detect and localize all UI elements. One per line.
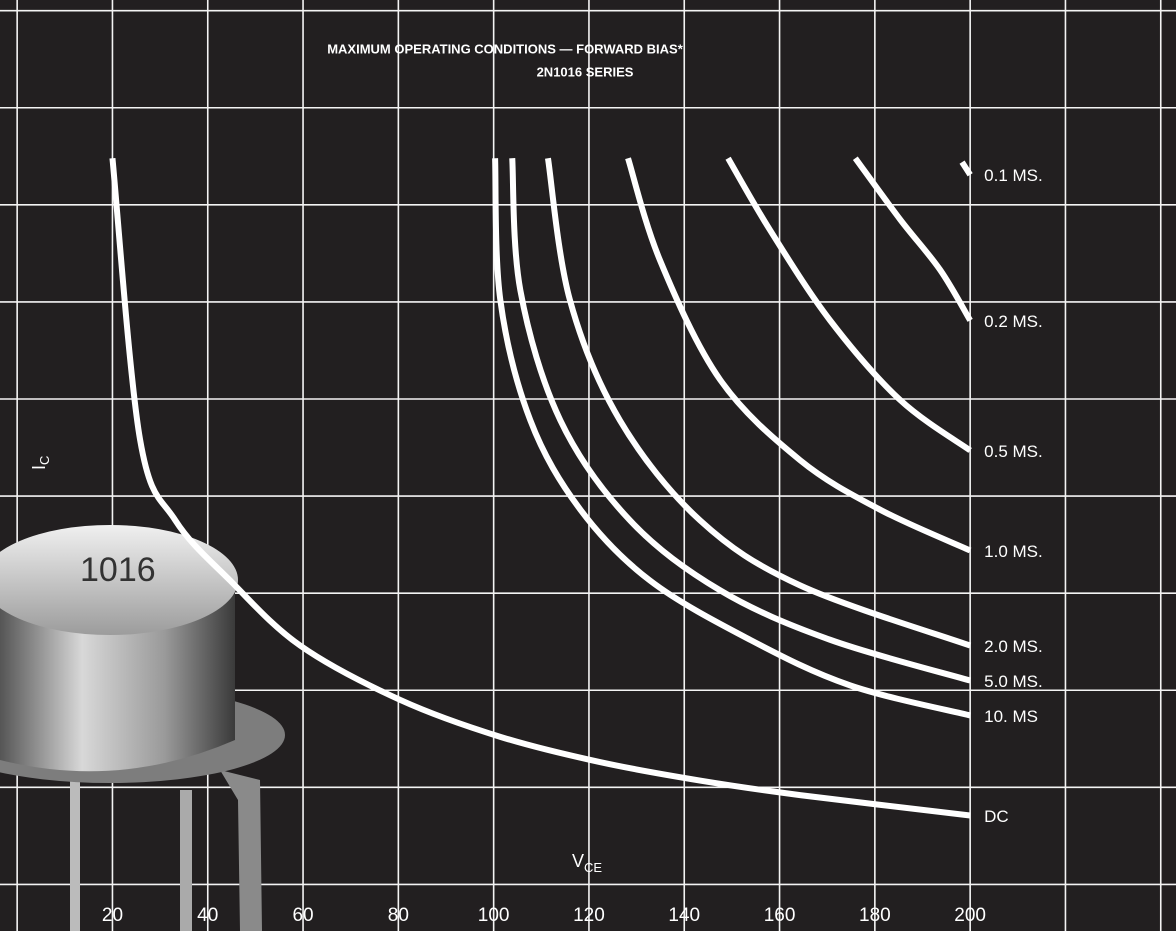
curve-label: 0.5 MS. — [984, 442, 1043, 461]
chart-subtitle: 2N1016 SERIES — [537, 64, 634, 79]
x-tick-label: 140 — [668, 905, 700, 926]
y-axis-label: IC — [29, 456, 53, 470]
curve-label: 5.0 MS. — [984, 672, 1043, 691]
x-tick-label: 180 — [859, 905, 891, 926]
x-tick-label: 60 — [292, 905, 313, 926]
curve-label: 2.0 MS. — [984, 637, 1043, 656]
curve — [625, 157, 972, 554]
curve-label: 10. MS — [984, 707, 1038, 726]
curve — [109, 157, 971, 819]
x-tick-label: 160 — [764, 905, 796, 926]
y-label-main: I — [29, 465, 49, 470]
y-label-sub: C — [37, 456, 52, 465]
curve — [545, 157, 972, 649]
curve — [509, 158, 971, 684]
x-tick-label: 40 — [197, 905, 218, 926]
curve — [852, 156, 973, 322]
x-tick-label: 200 — [954, 905, 986, 926]
curve-label: 1.0 MS. — [984, 542, 1043, 561]
x-tick-label: 80 — [388, 905, 409, 926]
curve-label: DC — [984, 807, 1009, 826]
chart-title: MAXIMUM OPERATING CONDITIONS — FORWARD B… — [327, 41, 684, 56]
x-tick-label: 20 — [102, 905, 123, 926]
x-tick-label: 120 — [573, 905, 605, 926]
curves: 0.1 MS. 0.2 MS. 0.5 MS. 1.0 MS. 2.0 MS. 5.0 M… — [109, 156, 1043, 826]
curve-label: 0.2 MS. — [984, 312, 1043, 331]
curve — [725, 156, 972, 453]
x-tick-label: 100 — [478, 905, 510, 926]
curve — [959, 160, 973, 177]
x-label-sub: CE — [584, 860, 602, 875]
transistor-photo: 1016 — [0, 525, 285, 931]
photo-marking: 1016 — [80, 551, 156, 589]
curve-label: 0.1 MS. — [984, 166, 1043, 185]
x-axis-label: VCE — [572, 851, 602, 876]
curve — [492, 158, 971, 719]
x-label-main: V — [572, 851, 584, 871]
